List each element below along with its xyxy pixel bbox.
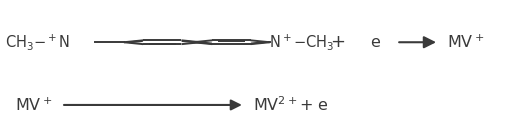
Text: MV$^+$: MV$^+$ bbox=[15, 96, 52, 114]
Text: N$^+$$-$CH$_3$: N$^+$$-$CH$_3$ bbox=[269, 32, 334, 52]
Text: e: e bbox=[370, 35, 380, 50]
Text: +: + bbox=[330, 33, 345, 51]
Text: MV$^+$: MV$^+$ bbox=[447, 34, 484, 51]
Text: CH$_3$$-$$^+$N: CH$_3$$-$$^+$N bbox=[5, 32, 70, 52]
Text: MV$^{2+}$+ e: MV$^{2+}$+ e bbox=[253, 96, 328, 114]
